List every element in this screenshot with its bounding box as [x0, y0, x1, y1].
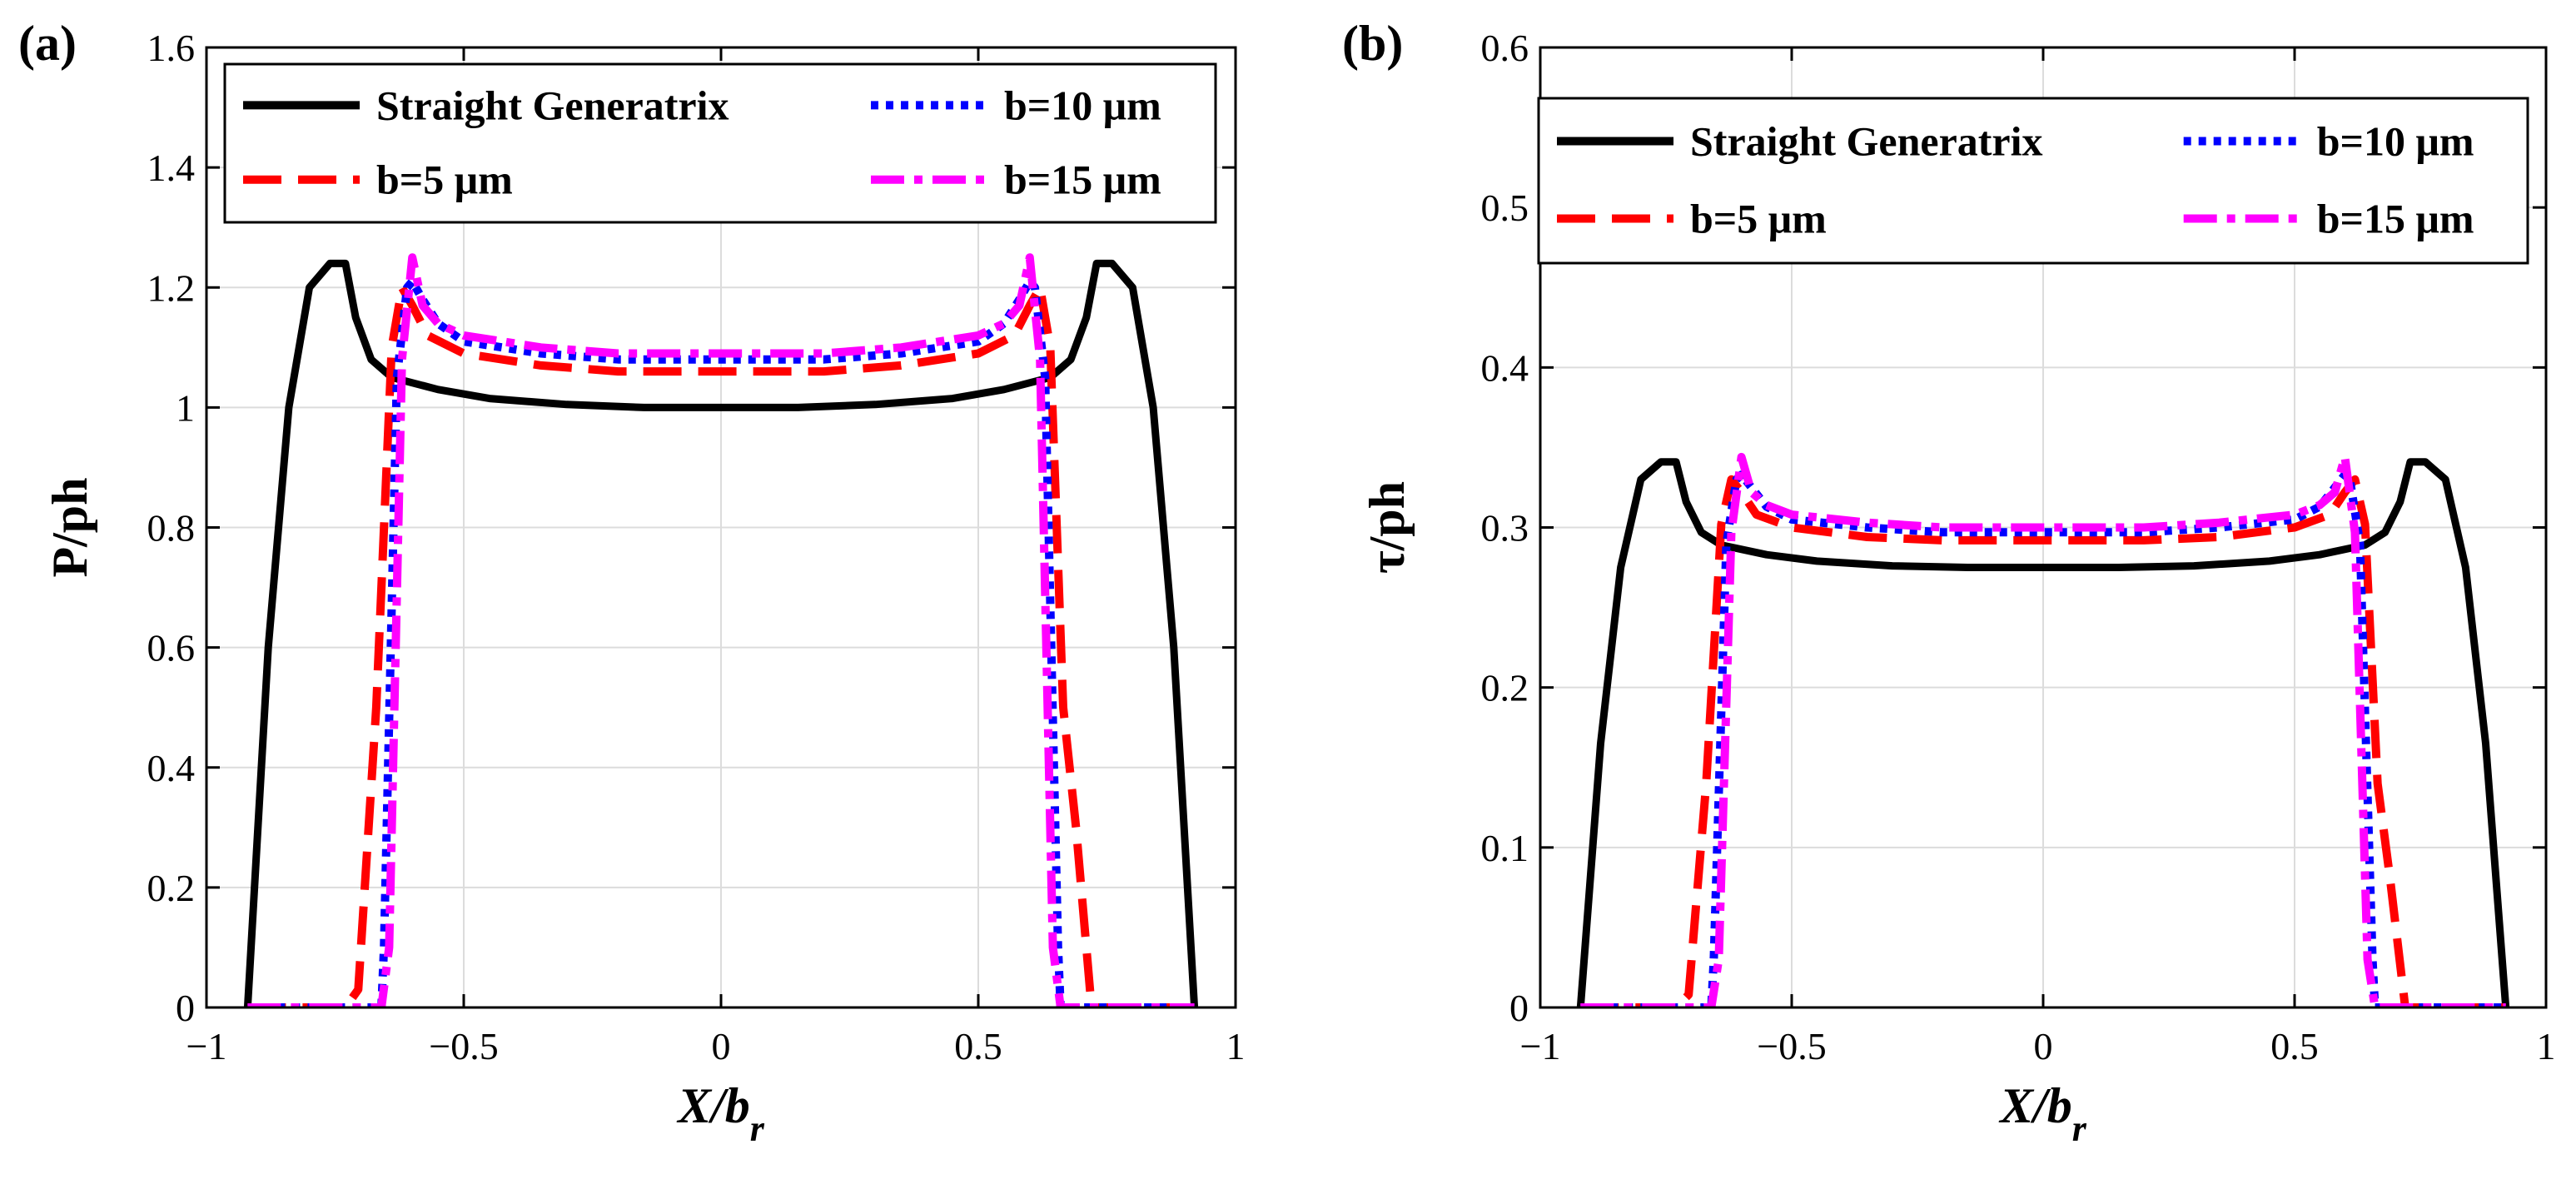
x-tick-label: 0.5	[2270, 1025, 2319, 1067]
x-tick-label: −1	[186, 1025, 227, 1067]
legend-label-1: Straight Generatrix	[376, 82, 729, 128]
x-tick-label: −0.5	[1757, 1025, 1826, 1067]
y-tick-label: 0.5	[1481, 187, 1529, 229]
y-tick-label: 1.4	[147, 147, 196, 189]
legend-label-3: b=10 μm	[1004, 82, 1161, 128]
y-tick-label: 0.2	[1481, 667, 1529, 709]
legend-label-4: b=15 μm	[2317, 196, 2474, 242]
series-line-4	[247, 253, 1195, 1007]
series-line-1	[1576, 458, 2510, 1007]
legend: Straight Generatrix b=5 μm b=10 μm b=15 μm	[223, 62, 1217, 224]
y-tick-label: 0.8	[147, 507, 196, 550]
x-axis-label-subscript: r	[750, 1108, 765, 1149]
y-tick-label: 0.4	[1481, 346, 1529, 389]
y-tick-label: 0.4	[147, 747, 196, 789]
panel-label: (b)	[1342, 16, 1403, 71]
x-tick-label: 1	[1226, 1025, 1246, 1067]
legend-label-1: Straight Generatrix	[1690, 117, 2043, 164]
y-tick-label: 0.6	[147, 627, 196, 669]
x-tick-label: −1	[1520, 1025, 1561, 1067]
series-line-4	[1580, 452, 2506, 1007]
y-tick-label: 1.2	[147, 266, 196, 309]
x-axis-label-main: X/b	[1998, 1078, 2072, 1133]
legend-label-4: b=15 μm	[1004, 157, 1161, 203]
y-tick-label: 0.2	[147, 867, 196, 909]
x-axis-label-subscript: r	[2072, 1108, 2087, 1149]
x-tick-label: 0	[712, 1025, 731, 1067]
series-line-3	[1580, 470, 2506, 1007]
legend: Straight Generatrix b=5 μm b=10 μm b=15 μm	[1537, 97, 2529, 265]
x-tick-label: 0	[2034, 1025, 2053, 1067]
legend-box	[223, 62, 1217, 224]
legend-label-3: b=10 μm	[2317, 117, 2474, 164]
x-axis-label: X/br	[676, 1078, 765, 1149]
y-axis-label: τ/ph	[1360, 481, 1415, 574]
legend-label-2: b=5 μm	[376, 157, 513, 203]
x-axis-label-main: X/b	[676, 1078, 750, 1133]
series-line-2	[247, 283, 1195, 1007]
y-tick-label: 0	[176, 987, 195, 1029]
y-tick-label: 1.6	[147, 27, 196, 69]
y-axis-label: P/ph	[42, 477, 97, 577]
series-line-1	[243, 259, 1199, 1007]
y-tick-label: 0	[1509, 987, 1529, 1029]
panel-label: (a)	[18, 16, 77, 71]
y-tick-label: 1	[176, 386, 195, 429]
x-tick-label: −0.5	[429, 1025, 498, 1067]
chart-panel-2: −1 −0.5 0 0.5 1 0 0.1 0.2 0.3 0.4 0.5 0.6 (b) τ/ph X/b…	[1342, 16, 2556, 1149]
chart-panel-1: −1 −0.5 0 0.5 1 0 0.2 0.4 0.6 0.8 1 1.2 1.4 1.6 (a) P/p…	[18, 16, 1246, 1149]
legend-box	[1537, 97, 2529, 265]
x-axis-label: X/br	[1998, 1078, 2087, 1149]
legend-label-2: b=5 μm	[1690, 196, 1827, 242]
x-tick-label: 1	[2537, 1025, 2556, 1067]
y-tick-label: 0.6	[1481, 27, 1529, 69]
y-tick-label: 0.3	[1481, 507, 1529, 550]
series-line-2	[1580, 475, 2506, 1007]
x-tick-label: 0.5	[954, 1025, 1002, 1067]
y-tick-label: 0.1	[1481, 827, 1529, 869]
